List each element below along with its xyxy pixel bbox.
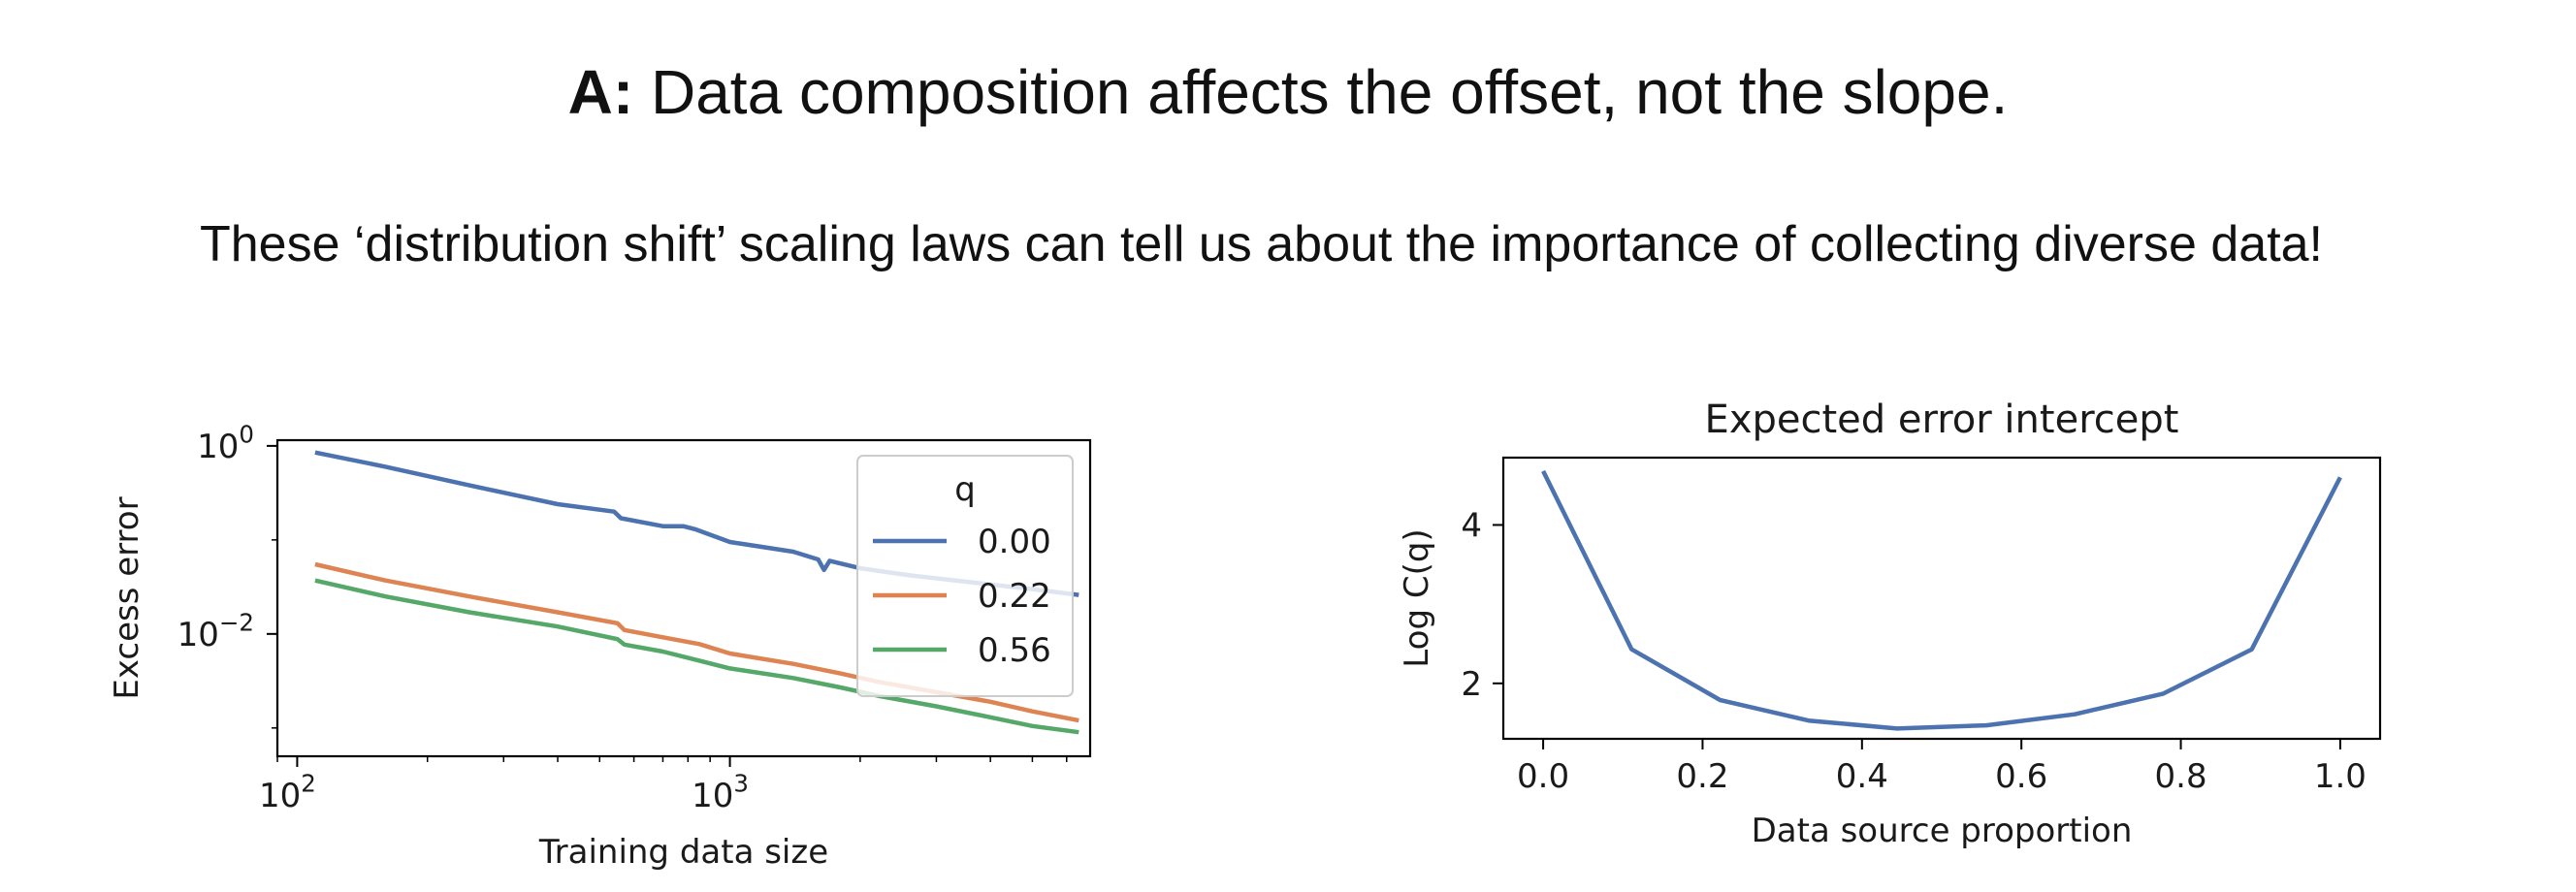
x-axis-label: Training data size <box>538 833 828 872</box>
x-tick-label: 0.0 <box>1517 757 1569 796</box>
plot-frame <box>275 438 1092 758</box>
x-tick-label: 0.2 <box>1676 757 1728 796</box>
page-title: A: Data composition affects the offset, … <box>0 56 2576 128</box>
intercept-line <box>1541 469 2342 731</box>
y-axis-label: Log C(q) <box>1398 528 1436 667</box>
page-title-label: A: <box>567 57 634 127</box>
x-tick-label: 1.0 <box>2314 757 2367 796</box>
plot-frame <box>1501 456 2382 741</box>
x-tick-label: 0.4 <box>1836 757 1888 796</box>
x-tick-label: 103 <box>692 770 749 815</box>
x-tick-label: 0.8 <box>2155 757 2207 796</box>
y-tick-label: 10−2 <box>177 609 254 654</box>
y-tick-label: 4 <box>1461 506 1482 545</box>
legend-box <box>856 455 1074 697</box>
legend-title: q <box>954 470 976 509</box>
y-tick-label: 100 <box>197 421 254 466</box>
y-tick-label: 2 <box>1461 665 1482 704</box>
legend-label-q-0.00: 0.00 <box>978 523 1051 561</box>
y-axis-label: Excess error <box>108 496 146 699</box>
x-axis-label: Data source proportion <box>1752 812 2133 850</box>
page-subtitle: These ‘distribution shift’ scaling laws … <box>200 216 2324 272</box>
page-title-text: Data composition affects the offset, not… <box>633 57 2009 127</box>
legend-label-q-0.22: 0.22 <box>978 577 1051 616</box>
x-tick-label: 0.6 <box>1995 757 2047 796</box>
series-line-q-0.56 <box>314 578 1079 735</box>
x-tick-label: 102 <box>259 770 316 815</box>
legend-label-q-0.56: 0.56 <box>978 631 1051 670</box>
chart-title: Expected error intercept <box>1705 398 2179 442</box>
